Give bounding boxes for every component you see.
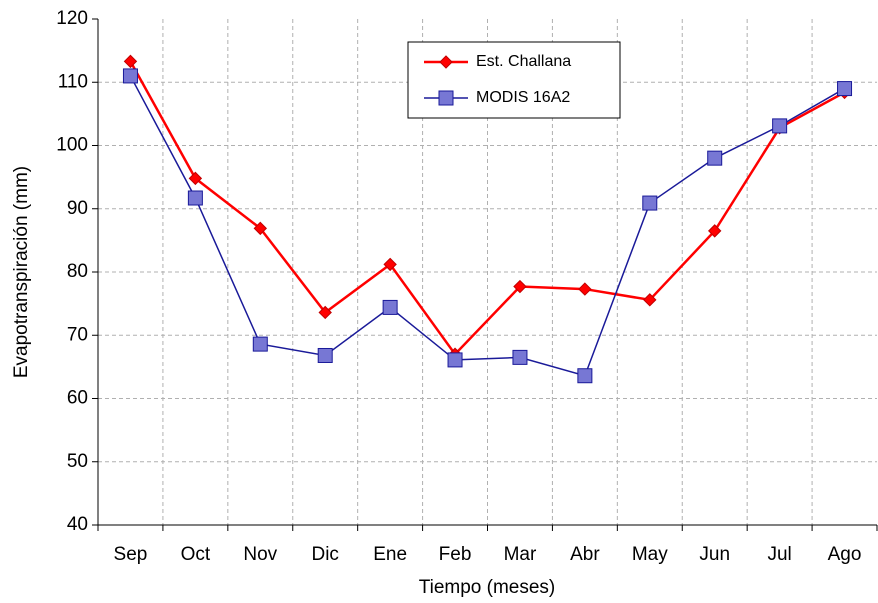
legend-marker (439, 55, 453, 69)
y-tick-label: 100 (56, 135, 88, 156)
data-point (122, 68, 138, 84)
data-point (252, 336, 268, 352)
x-tick-label: Nov (243, 544, 277, 565)
y-tick-label: 40 (67, 514, 88, 535)
data-point (837, 81, 853, 97)
data-point (253, 221, 267, 236)
legend-label: MODIS 16A2 (476, 89, 570, 106)
data-point (512, 349, 528, 365)
y-tick-label: 90 (67, 198, 88, 219)
legend-marker (438, 90, 454, 106)
x-tick-label: Mar (504, 544, 537, 565)
y-tick-label: 60 (67, 388, 88, 409)
data-point (383, 257, 397, 272)
x-tick-label: Dic (311, 544, 338, 565)
data-point (513, 279, 527, 294)
x-tick-label: Oct (181, 544, 211, 565)
y-axis-label: Evapotranspiración (mm) (11, 166, 32, 378)
data-point (708, 224, 722, 238)
x-tick-label: Ago (828, 544, 862, 565)
data-point (318, 305, 332, 320)
data-point (188, 171, 203, 186)
y-tick-label: 110 (58, 71, 88, 92)
data-point (643, 293, 657, 307)
series-line (129, 60, 846, 357)
y-tick-label: 70 (67, 324, 88, 345)
x-axis-label: Tiempo (meses) (419, 577, 556, 598)
x-tick-label: Feb (439, 544, 472, 565)
data-point (707, 150, 723, 166)
data-point (642, 195, 658, 211)
x-tick-label: Jul (767, 544, 791, 565)
data-point (382, 299, 398, 315)
x-tick-label: Sep (114, 544, 148, 565)
data-point (577, 368, 593, 384)
y-tick-label: 80 (67, 261, 88, 282)
y-tick-label: 50 (67, 451, 88, 472)
x-tick-label: Abr (570, 544, 600, 565)
x-tick-label: May (632, 544, 668, 565)
data-point (447, 352, 463, 368)
legend-label: Est. Challana (476, 53, 571, 70)
data-point (123, 54, 138, 69)
data-point (187, 190, 203, 206)
series-line (129, 75, 845, 377)
data-point (578, 282, 592, 296)
y-tick-label: 120 (56, 8, 88, 29)
data-point (317, 347, 333, 363)
x-tick-label: Jun (699, 544, 730, 565)
x-tick-label: Ene (373, 544, 407, 565)
data-point (772, 118, 788, 134)
